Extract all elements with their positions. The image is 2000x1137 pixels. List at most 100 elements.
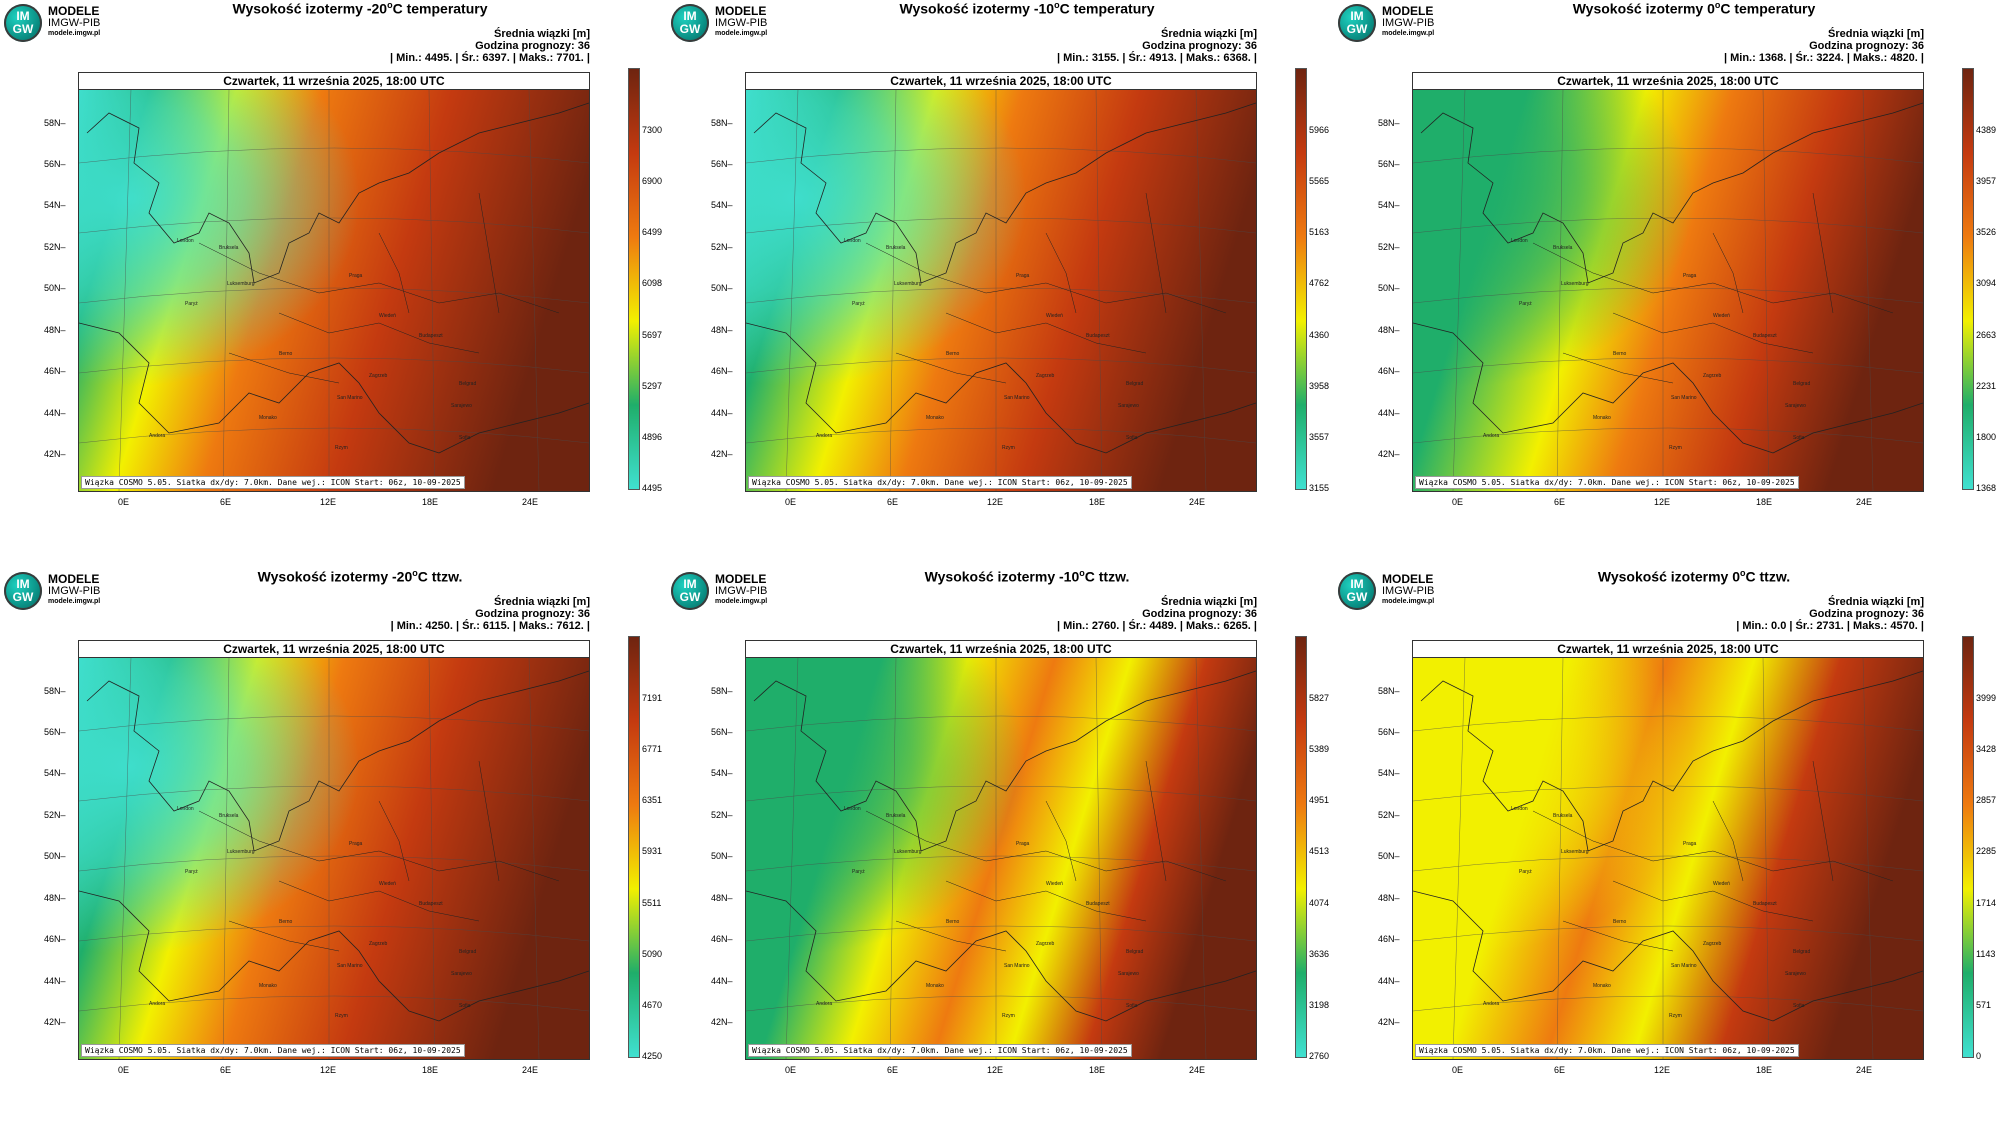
isotherm-map: Czwartek, 11 września 2025, 18:00 UTC [78, 640, 590, 1060]
city-label: Bruksela [1553, 813, 1573, 819]
panel-subtitle: Średnia wiązki [m] [1161, 28, 1257, 40]
city-label: Sarajewo [451, 971, 472, 977]
city-label: Andora [816, 433, 833, 439]
panel-stats: | Min.: 4495. | Śr.: 6397. | Maks.: 7701… [389, 52, 590, 64]
latitude-label: 46N– [44, 366, 66, 376]
imgw-logo: IM GW MODELE IMGW-PIB modele.imgw.pl [671, 572, 801, 612]
panel-title: Wysokość izotermy -10oC ttzw. [924, 568, 1130, 585]
city-label: Sofia [1793, 435, 1805, 441]
longitude-label: 24E [522, 1065, 539, 1075]
city-label: Monako [259, 415, 277, 421]
logo-text-imgw: IMGW-PIB [1382, 17, 1435, 29]
panel-info: Średnia wiązki [m] Godzina prognozy: 36 … [390, 28, 590, 64]
city-label: London [1511, 806, 1528, 812]
longitude-label: 24E [1856, 1065, 1873, 1075]
colorbar-tick-label: 1714 [1976, 898, 1997, 908]
city-label: Sofia [1126, 435, 1138, 441]
map-panel: IM GW MODELE IMGW-PIB modele.imgw.pl Wyso… [667, 0, 1333, 568]
city-label: Paryż [852, 301, 865, 307]
colorbar-tick-label: 0 [1976, 1051, 1982, 1061]
city-label: Sarajewo [1785, 971, 1806, 977]
colorbar-tick-label: 3557 [1309, 432, 1330, 442]
logo-text-imgw: IMGW-PIB [715, 17, 768, 29]
latitude-label: 42N– [44, 1017, 66, 1027]
city-label: Belgrad [459, 381, 477, 387]
city-label: Praga [1016, 273, 1030, 279]
colorbar-tick-label: 6771 [642, 744, 663, 754]
logo-circle-icon: IM GW [671, 4, 709, 42]
date-bar: Czwartek, 11 września 2025, 18:00 UTC [746, 73, 1256, 90]
city-label: Bruksela [1553, 245, 1573, 251]
city-label: San Marino [1671, 395, 1697, 401]
city-label: Praga [349, 273, 363, 279]
latitude-label: 52N– [44, 810, 66, 820]
date-bar: Czwartek, 11 września 2025, 18:00 UTC [1413, 641, 1923, 658]
logo-circle-icon: IM GW [4, 4, 42, 42]
latitude-label: 42N– [711, 449, 733, 459]
city-label: Andora [1483, 433, 1500, 439]
city-label: Paryż [185, 869, 198, 875]
map-panel: IM GW MODELE IMGW-PIB modele.imgw.pl Wyso… [0, 0, 666, 568]
longitude-label: 18E [1089, 1065, 1106, 1075]
colorbar-tick-label: 4762 [1309, 278, 1330, 288]
city-label: San Marino [337, 963, 363, 969]
panel-info: Średnia wiązki [m] Godzina prognozy: 36 … [1057, 596, 1257, 632]
city-label: Budapeszt [1753, 901, 1777, 907]
forecast-hour: Godzina prognozy: 36 [1142, 40, 1257, 52]
city-label: Sarajewo [451, 403, 472, 409]
model-credit: Wiązka COSMO 5.05. Siatka dx/dy: 7.0km. … [81, 1044, 465, 1057]
latitude-label: 54N– [1378, 768, 1400, 778]
latitude-label: 44N– [44, 976, 66, 986]
colorbar-tick-label: 5966 [1309, 125, 1330, 135]
panel-stats: | Min.: 3155. | Śr.: 4913. | Maks.: 6368… [1056, 52, 1257, 64]
colorbar-tick-label: 3198 [1309, 1000, 1330, 1010]
latitude-label: 50N– [44, 283, 66, 293]
city-label: Belgrad [1793, 949, 1811, 955]
isotherm-map: Czwartek, 11 września 2025, 18:00 UTC [1412, 72, 1924, 492]
city-label: Sarajewo [1118, 971, 1139, 977]
latitude-label: 46N– [1378, 366, 1400, 376]
latitude-label: 46N– [1378, 934, 1400, 944]
city-label: Belgrad [1126, 381, 1144, 387]
map-panel: IM GW MODELE IMGW-PIB modele.imgw.pl Wyso… [0, 568, 666, 1136]
longitude-label: 0E [118, 1065, 130, 1075]
latitude-label: 50N– [711, 851, 733, 861]
forecast-hour: Godzina prognozy: 36 [475, 40, 590, 52]
longitude-label: 24E [1189, 497, 1206, 507]
city-label: London [1511, 238, 1528, 244]
logo-text-imgw: IMGW-PIB [715, 585, 768, 597]
longitude-label: 24E [1189, 1065, 1206, 1075]
city-label: Budapeszt [419, 901, 443, 907]
latitude-label: 54N– [44, 768, 66, 778]
logo-text-modele: MODELE [48, 572, 100, 586]
colorbar-tick-label: 6351 [642, 795, 663, 805]
logo-text-url: modele.imgw.pl [715, 30, 768, 37]
latitude-label: 42N– [1378, 1017, 1400, 1027]
latitude-label: 56N– [44, 727, 66, 737]
logo-text-modele: MODELE [1382, 4, 1434, 18]
city-label: Wiedeń [1713, 881, 1730, 887]
city-label: Rzym [1002, 445, 1015, 451]
city-label: Monako [1593, 983, 1611, 989]
city-label: Andora [149, 433, 166, 439]
latitude-label: 58N– [44, 118, 66, 128]
city-label: Budapeszt [1086, 901, 1110, 907]
panel-title: Wysokość izotermy -10oC temperatury [899, 0, 1155, 17]
city-label: Luksemburg [894, 281, 922, 287]
longitude-label: 24E [522, 497, 539, 507]
map-panel: IM GW MODELE IMGW-PIB modele.imgw.pl Wyso… [1334, 0, 2000, 568]
longitude-label: 18E [422, 497, 439, 507]
city-label: Paryż [852, 869, 865, 875]
colorbar-tick-label: 3428 [1976, 744, 1997, 754]
latitude-label: 52N– [711, 242, 733, 252]
colorbar-tick-label: 3526 [1976, 227, 1997, 237]
forecast-hour: Godzina prognozy: 36 [1809, 608, 1924, 620]
city-label: Sarajewo [1785, 403, 1806, 409]
imgw-logo: IM GW MODELE IMGW-PIB modele.imgw.pl [1338, 572, 1468, 612]
city-label: London [844, 238, 861, 244]
colorbar-tick-label: 2857 [1976, 795, 1997, 805]
latitude-label: 56N– [44, 159, 66, 169]
latitude-label: 48N– [711, 893, 733, 903]
colorbar-tick-label: 7300 [642, 125, 663, 135]
latitude-label: 44N– [711, 408, 733, 418]
